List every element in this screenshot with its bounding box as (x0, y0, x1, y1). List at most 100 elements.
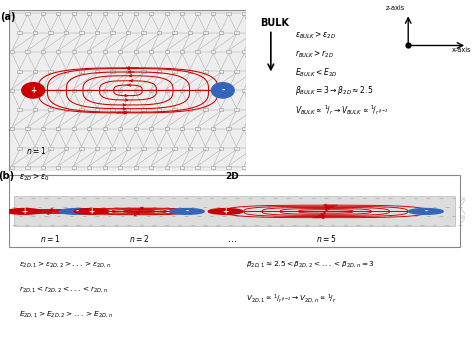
Bar (203, 70, 208, 73)
Bar (242, 50, 246, 53)
Bar (234, 70, 238, 73)
Text: $\epsilon_{2D,1} > \epsilon_{2D,2} > ... > \epsilon_{2D,n}$: $\epsilon_{2D,1} > \epsilon_{2D,2} > ...… (18, 260, 111, 269)
Bar (64, 31, 68, 34)
Bar (188, 108, 192, 111)
Bar (33, 147, 37, 149)
Bar (102, 12, 107, 15)
Text: $r_{2D,1} < r_{2D,2} < ... < r_{2D,n}$: $r_{2D,1} < r_{2D,2} < ... < r_{2D,n}$ (18, 284, 108, 294)
Bar (172, 70, 177, 73)
Bar (18, 31, 22, 34)
Bar (211, 166, 215, 169)
Bar (126, 147, 130, 149)
Bar (110, 70, 115, 73)
Bar (227, 89, 231, 92)
Bar (18, 108, 22, 111)
Bar (195, 50, 200, 53)
Bar (25, 166, 29, 169)
Bar (64, 147, 68, 149)
Bar (180, 50, 184, 53)
Bar (149, 128, 154, 130)
Bar (102, 128, 107, 130)
Bar (48, 108, 53, 111)
Bar (18, 147, 22, 149)
Bar (134, 128, 138, 130)
Text: $\beta_{2D,1} \approx 2.5 < \beta_{2D,2} < ... < \beta_{2D,n} = 3$: $\beta_{2D,1} \approx 2.5 < \beta_{2D,2}… (246, 260, 375, 269)
Text: $\epsilon_{2D} > \epsilon_0$: $\epsilon_{2D} > \epsilon_0$ (18, 172, 49, 183)
Bar (79, 147, 84, 149)
Text: ...: ... (228, 234, 237, 244)
Bar (157, 31, 161, 34)
Bar (48, 31, 53, 34)
Bar (203, 147, 208, 149)
Bar (64, 70, 68, 73)
Bar (87, 166, 91, 169)
Bar (56, 12, 61, 15)
Bar (219, 147, 223, 149)
Bar (41, 12, 45, 15)
Text: +: + (30, 86, 36, 95)
Text: $n = 5$: $n = 5$ (316, 234, 336, 244)
Bar (164, 50, 169, 53)
Bar (227, 128, 231, 130)
Text: 2D: 2D (226, 172, 239, 181)
Bar (180, 128, 184, 130)
Bar (149, 166, 154, 169)
Circle shape (60, 209, 94, 214)
Text: $n = 1$: $n = 1$ (26, 146, 46, 157)
Bar (180, 89, 184, 92)
Bar (180, 166, 184, 169)
Text: $V_{2D,1} \propto \,^{1}\!/_{r^{\beta-2}} \rightarrow V_{2D,n} \propto \,^{1}\!/: $V_{2D,1} \propto \,^{1}\!/_{r^{\beta-2}… (246, 293, 337, 306)
Bar (141, 70, 146, 73)
Bar (149, 12, 154, 15)
Bar (87, 50, 91, 53)
Bar (41, 50, 45, 53)
Text: +: + (21, 207, 27, 216)
Bar (157, 108, 161, 111)
Bar (250, 147, 254, 149)
Bar (25, 50, 29, 53)
Bar (118, 12, 122, 15)
Bar (87, 12, 91, 15)
Bar (95, 108, 99, 111)
Bar (211, 50, 215, 53)
Bar (211, 89, 215, 92)
Text: $\epsilon_{BULK} > \epsilon_{2D}$: $\epsilon_{BULK} > \epsilon_{2D}$ (295, 29, 336, 41)
Bar (250, 108, 254, 111)
Bar (48, 70, 53, 73)
Bar (172, 31, 177, 34)
Text: (b): (b) (0, 171, 14, 181)
Circle shape (409, 209, 443, 214)
Bar (219, 108, 223, 111)
Bar (126, 31, 130, 34)
Text: -: - (75, 207, 78, 216)
Text: $n = 1$: $n = 1$ (40, 234, 61, 244)
Bar (110, 147, 115, 149)
Bar (25, 12, 29, 15)
Bar (234, 108, 238, 111)
Bar (33, 31, 37, 34)
Bar (118, 89, 122, 92)
Bar (41, 166, 45, 169)
Circle shape (7, 209, 41, 214)
Bar (126, 108, 130, 111)
Bar (227, 12, 231, 15)
Bar (164, 89, 169, 92)
Text: +: + (88, 207, 94, 216)
Bar (227, 50, 231, 53)
Bar (33, 70, 37, 73)
Bar (250, 31, 254, 34)
Bar (87, 128, 91, 130)
Bar (157, 147, 161, 149)
Bar (110, 31, 115, 34)
Bar (134, 12, 138, 15)
Text: $\beta_{BULK} = 3 \rightarrow \beta_{2D} \approx 2.5$: $\beta_{BULK} = 3 \rightarrow \beta_{2D}… (295, 84, 373, 97)
Bar (72, 12, 76, 15)
Bar (56, 50, 61, 53)
Bar (118, 166, 122, 169)
Bar (157, 70, 161, 73)
Bar (56, 89, 61, 92)
Text: -: - (221, 86, 224, 95)
Bar (9, 50, 14, 53)
Bar (118, 128, 122, 130)
Bar (195, 166, 200, 169)
